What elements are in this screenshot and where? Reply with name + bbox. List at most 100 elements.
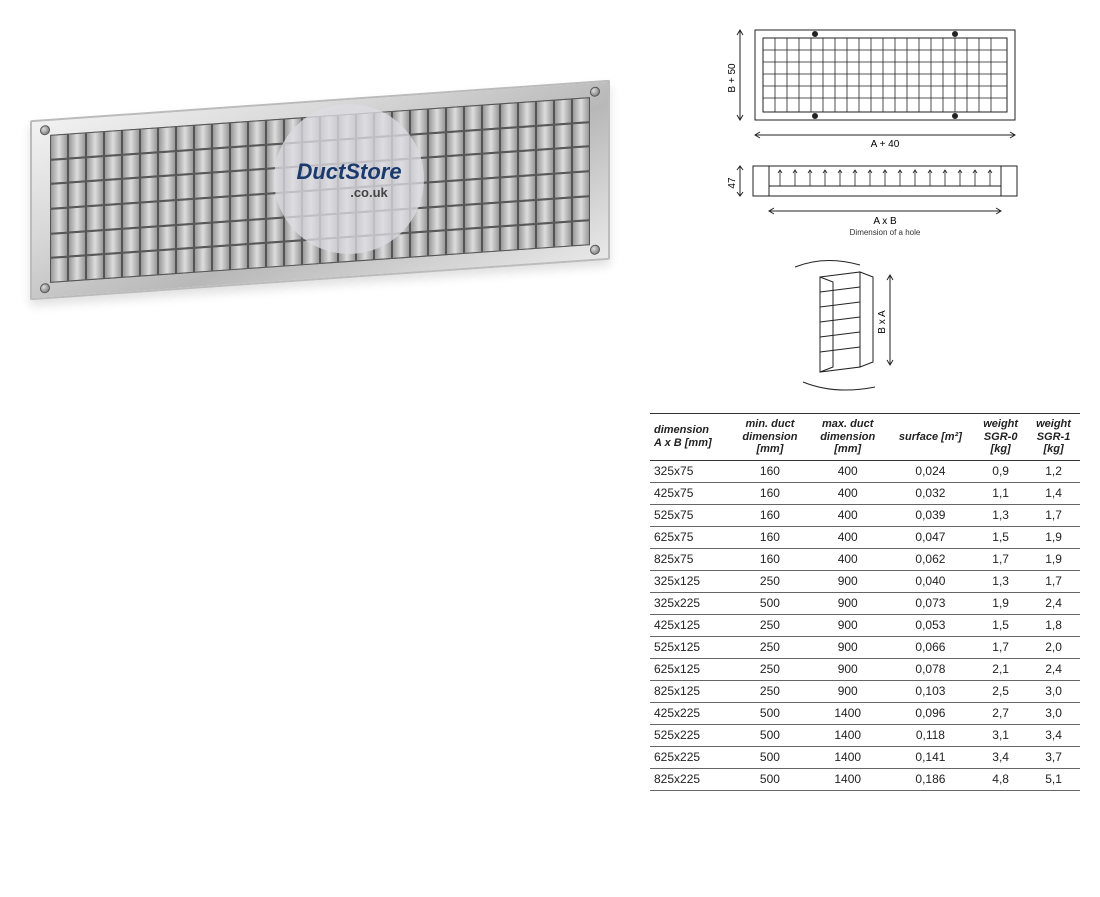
table-cell: 825x75 [650, 548, 731, 570]
table-cell: 625x225 [650, 746, 731, 768]
table-cell: 625x75 [650, 526, 731, 548]
table-cell: 0,039 [887, 504, 975, 526]
screw-icon [590, 244, 600, 255]
watermark-brand: DuctStore [296, 159, 401, 185]
table-cell: 0,062 [887, 548, 975, 570]
table-row: 425x1252509000,0531,51,8 [650, 614, 1080, 636]
table-cell: 1,9 [1027, 548, 1080, 570]
table-cell: 160 [731, 460, 809, 482]
table-cell: 500 [731, 768, 809, 790]
table-cell: 0,186 [887, 768, 975, 790]
table-cell: 1,3 [974, 504, 1027, 526]
table-cell: 0,073 [887, 592, 975, 614]
engineering-drawings: B + 50 A + 40 [650, 20, 1080, 397]
drawing-front-view: B + 50 A + 40 [695, 20, 1035, 150]
table-cell: 250 [731, 636, 809, 658]
table-cell: 250 [731, 680, 809, 702]
table-cell: 500 [731, 724, 809, 746]
table-cell: 325x75 [650, 460, 731, 482]
table-row: 625x1252509000,0782,12,4 [650, 658, 1080, 680]
table-cell: 1,1 [974, 482, 1027, 504]
table-cell: 400 [809, 482, 887, 504]
table-cell: 1,4 [1027, 482, 1080, 504]
table-header: max. ductdimension[mm] [809, 414, 887, 461]
table-cell: 3,1 [974, 724, 1027, 746]
table-row: 425x22550014000,0962,73,0 [650, 702, 1080, 724]
table-cell: 160 [731, 482, 809, 504]
table-cell: 1,7 [974, 636, 1027, 658]
table-row: 825x1252509000,1032,53,0 [650, 680, 1080, 702]
table-cell: 400 [809, 460, 887, 482]
table-cell: 525x75 [650, 504, 731, 526]
dim-label: B + 50 [727, 63, 738, 93]
table-cell: 3,4 [974, 746, 1027, 768]
table-cell: 825x125 [650, 680, 731, 702]
dim-caption: Dimension of a hole [850, 228, 921, 237]
table-cell: 0,103 [887, 680, 975, 702]
table-cell: 0,096 [887, 702, 975, 724]
table-row: 425x751604000,0321,11,4 [650, 482, 1080, 504]
screw-icon [40, 125, 50, 136]
table-cell: 900 [809, 680, 887, 702]
table-cell: 160 [731, 548, 809, 570]
table-header: surface [m²] [887, 414, 975, 461]
table-row: 625x22550014000,1413,43,7 [650, 746, 1080, 768]
table-row: 525x751604000,0391,31,7 [650, 504, 1080, 526]
table-cell: 3,7 [1027, 746, 1080, 768]
table-cell: 900 [809, 570, 887, 592]
table-cell: 425x75 [650, 482, 731, 504]
product-photo: DuctStore .co.uk [30, 80, 610, 301]
table-cell: 1400 [809, 702, 887, 724]
table-cell: 400 [809, 526, 887, 548]
table-cell: 425x225 [650, 702, 731, 724]
table-header: weightSGR-1[kg] [1027, 414, 1080, 461]
table-header: weightSGR-0[kg] [974, 414, 1027, 461]
table-row: 825x751604000,0621,71,9 [650, 548, 1080, 570]
table-cell: 1,5 [974, 614, 1027, 636]
table-cell: 425x125 [650, 614, 731, 636]
dim-label: A + 40 [871, 139, 900, 150]
table-cell: 1,9 [1027, 526, 1080, 548]
table-cell: 5,1 [1027, 768, 1080, 790]
table-cell: 4,8 [974, 768, 1027, 790]
table-cell: 0,141 [887, 746, 975, 768]
table-row: 325x751604000,0240,91,2 [650, 460, 1080, 482]
table-cell: 160 [731, 504, 809, 526]
table-cell: 1,9 [974, 592, 1027, 614]
table-cell: 1,7 [1027, 570, 1080, 592]
table-cell: 250 [731, 658, 809, 680]
table-row: 825x22550014000,1864,85,1 [650, 768, 1080, 790]
table-cell: 500 [731, 746, 809, 768]
table-header: min. ductdimension[mm] [731, 414, 809, 461]
table-row: 525x22550014000,1183,13,4 [650, 724, 1080, 746]
table-cell: 0,9 [974, 460, 1027, 482]
table-cell: 2,4 [1027, 658, 1080, 680]
table-cell: 0,040 [887, 570, 975, 592]
table-cell: 0,078 [887, 658, 975, 680]
table-row: 325x1252509000,0401,31,7 [650, 570, 1080, 592]
table-cell: 1,7 [1027, 504, 1080, 526]
table-cell: 1,2 [1027, 460, 1080, 482]
table-cell: 2,1 [974, 658, 1027, 680]
table-cell: 900 [809, 592, 887, 614]
table-cell: 1,7 [974, 548, 1027, 570]
table-cell: 900 [809, 636, 887, 658]
table-cell: 525x125 [650, 636, 731, 658]
watermark-domain: .co.uk [350, 185, 388, 200]
table-cell: 3,4 [1027, 724, 1080, 746]
table-row: 525x1252509000,0661,72,0 [650, 636, 1080, 658]
table-cell: 825x225 [650, 768, 731, 790]
table-cell: 1,8 [1027, 614, 1080, 636]
table-cell: 1400 [809, 724, 887, 746]
table-cell: 2,7 [974, 702, 1027, 724]
table-cell: 1400 [809, 768, 887, 790]
dim-label: A x B [873, 216, 897, 227]
table-cell: 625x125 [650, 658, 731, 680]
table-cell: 1400 [809, 746, 887, 768]
table-cell: 0,032 [887, 482, 975, 504]
dim-label: B x A [877, 310, 888, 334]
drawing-end-view: B x A [765, 247, 965, 397]
table-cell: 500 [731, 702, 809, 724]
table-cell: 3,0 [1027, 702, 1080, 724]
table-header: dimensionA x B [mm] [650, 414, 731, 461]
